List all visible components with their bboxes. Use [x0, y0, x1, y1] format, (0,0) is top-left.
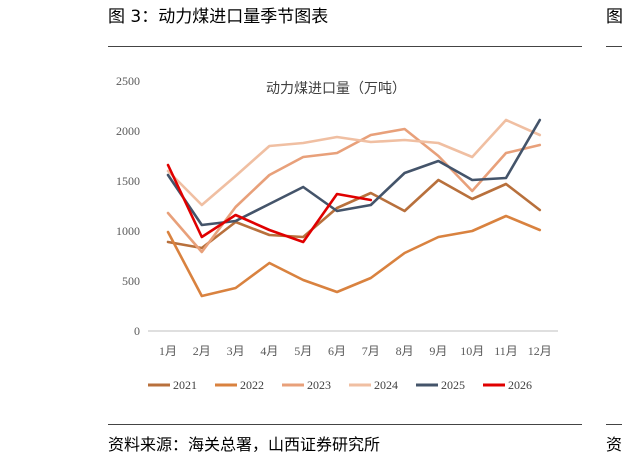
y-tick-label: 2000: [116, 124, 140, 138]
adjacent-source-fragment: 资: [606, 435, 622, 454]
y-tick-label: 2500: [116, 74, 140, 88]
top-rule: [108, 46, 582, 47]
legend-label-2025: 2025: [441, 378, 465, 392]
series-line-2023: [166, 127, 542, 254]
series-line-2024: [166, 118, 542, 207]
x-tick-label: 1月: [159, 344, 177, 358]
y-tick-label: 1000: [116, 224, 140, 238]
adjacent-figure-title-fragment: 图: [606, 7, 622, 27]
x-tick-label: 3月: [227, 344, 245, 358]
x-tick-label: 4月: [260, 344, 278, 358]
legend-label-2022: 2022: [240, 378, 264, 392]
x-tick-label: 9月: [429, 344, 447, 358]
legend-label-2021: 2021: [173, 378, 197, 392]
x-tick-label: 8月: [396, 344, 414, 358]
x-tick-label: 5月: [294, 344, 312, 358]
adjacent-top-rule: [606, 46, 622, 47]
chart-title: 动力煤进口量（万吨）: [266, 81, 406, 97]
legend-label-2023: 2023: [307, 378, 331, 392]
x-tick-label: 12月: [528, 344, 552, 358]
bottom-rule: [108, 424, 582, 425]
y-tick-label: 0: [134, 324, 140, 338]
adjacent-bottom-rule: [606, 424, 622, 425]
series-line-2021: [166, 178, 542, 250]
x-tick-label: 10月: [460, 344, 484, 358]
figure-title: 图 3：动力煤进口量季节图表: [108, 7, 329, 27]
source-note: 资料来源：海关总署，山西证券研究所: [108, 435, 381, 454]
x-tick-label: 11月: [494, 344, 518, 358]
series-line-2022: [166, 214, 542, 298]
y-tick-label: 1500: [116, 174, 140, 188]
series-line-2026: [166, 163, 373, 244]
x-tick-label: 6月: [328, 344, 346, 358]
legend-label-2026: 2026: [508, 378, 532, 392]
x-tick-label: 7月: [362, 344, 380, 358]
series-line-2025: [166, 118, 542, 227]
y-tick-label: 500: [122, 274, 140, 288]
x-tick-label: 2月: [193, 344, 211, 358]
legend-label-2024: 2024: [374, 378, 398, 392]
